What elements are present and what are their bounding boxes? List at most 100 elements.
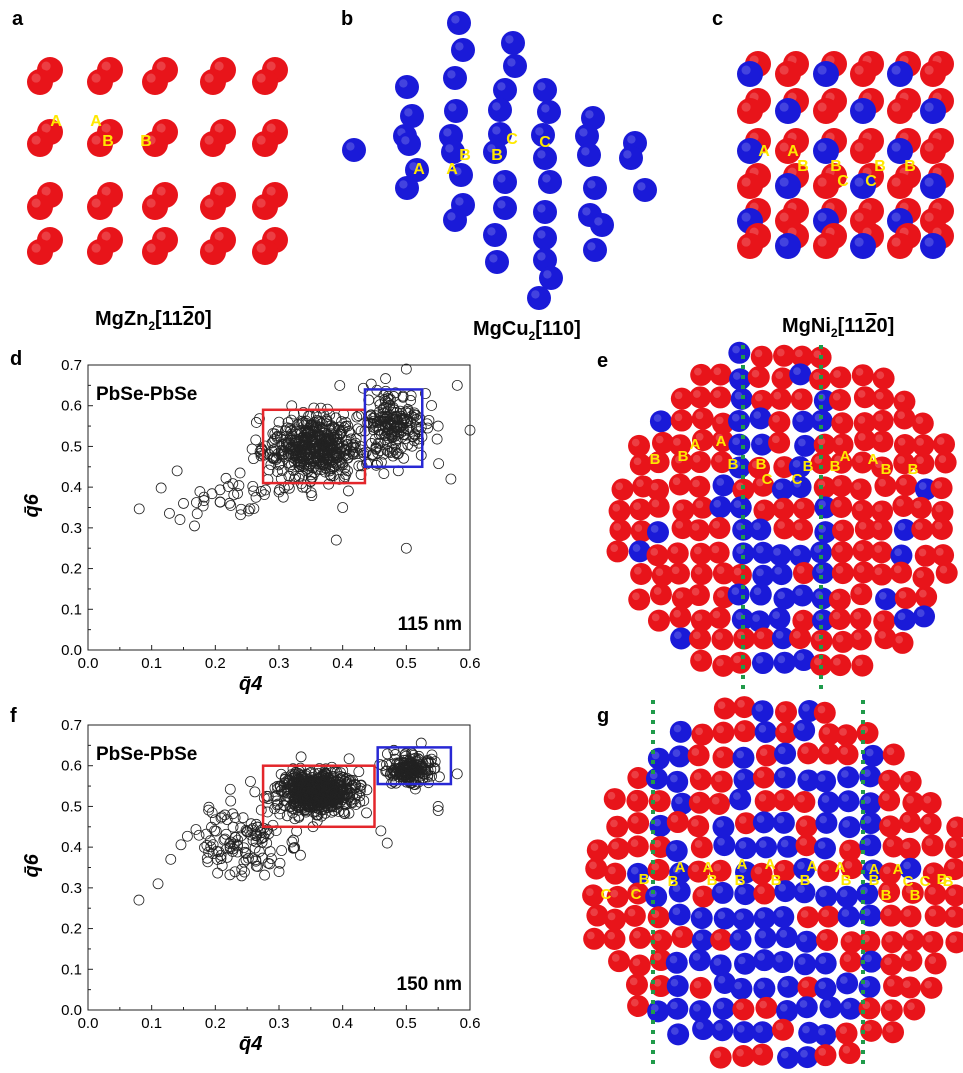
panel-label-g: g — [597, 705, 610, 727]
data-point — [383, 418, 394, 429]
atom-red — [856, 721, 879, 744]
data-point — [209, 814, 221, 826]
data-point — [349, 782, 361, 794]
data-point — [296, 451, 307, 463]
atom-blue — [749, 518, 772, 541]
mgni2-atom — [775, 233, 801, 259]
data-point — [197, 500, 209, 512]
stacking-label-c: C — [762, 471, 773, 488]
data-point — [377, 410, 389, 422]
data-point — [426, 400, 437, 411]
data-point — [425, 757, 437, 768]
mgcu2-atom — [447, 11, 471, 35]
stacking-label-b: B — [943, 873, 954, 890]
data-point — [216, 811, 228, 823]
atom-blue — [751, 700, 774, 723]
data-point — [408, 760, 419, 772]
mgcu2-atom — [533, 200, 557, 224]
atom-red — [586, 904, 609, 927]
data-point — [254, 445, 266, 457]
atom-red — [647, 451, 670, 474]
atom-blue — [712, 997, 735, 1020]
data-point — [249, 842, 261, 854]
data-point — [327, 454, 339, 465]
data-point — [222, 481, 234, 492]
data-point — [385, 394, 397, 406]
atom-red — [792, 562, 815, 585]
data-point — [238, 856, 250, 868]
atom-red — [912, 566, 935, 589]
data-point — [327, 461, 338, 473]
stacking-label-b: B — [881, 461, 892, 478]
atom-red — [828, 588, 851, 611]
data-point — [292, 804, 304, 816]
atom-red — [871, 500, 894, 523]
data-point — [287, 807, 299, 819]
data-point — [340, 420, 352, 432]
atom-blue — [730, 977, 753, 1000]
atom-red — [817, 905, 840, 928]
atom-blue — [732, 908, 755, 931]
atom-red — [870, 563, 893, 586]
data-point — [366, 438, 377, 449]
atom-red — [831, 412, 854, 435]
data-point — [262, 824, 274, 836]
data-point — [274, 780, 286, 792]
data-point — [259, 869, 270, 881]
atom-red — [838, 1042, 861, 1065]
atom-blue — [771, 627, 794, 650]
data-point — [277, 491, 289, 503]
panel-label-e: e — [597, 350, 609, 372]
atom-blue — [772, 906, 795, 929]
atom-blue — [728, 433, 751, 456]
atom-red — [831, 541, 854, 564]
atom-red — [585, 857, 608, 880]
mgni2-atom — [737, 61, 763, 87]
atom-red — [872, 367, 895, 390]
atom-red — [733, 696, 756, 719]
atom-blue — [749, 583, 772, 606]
atom-red — [829, 654, 852, 677]
atom-red — [627, 882, 650, 905]
atom-red — [944, 905, 963, 928]
data-point — [281, 790, 293, 802]
atom-blue — [794, 434, 817, 457]
atom-blue — [666, 770, 689, 793]
red-selection-box — [261, 764, 376, 829]
mgzn2-atom — [252, 69, 278, 95]
mgzn2-label-b: B — [140, 133, 152, 150]
mgcu2-atom — [533, 146, 557, 170]
data-point — [248, 503, 260, 514]
atom-red — [835, 1022, 858, 1045]
mgcu2-atom — [485, 250, 509, 274]
data-point — [396, 407, 407, 419]
data-point — [212, 867, 224, 879]
stacking-label-b: B — [735, 872, 746, 889]
y-tick-label: 0.7 — [61, 717, 82, 734]
x-tick-label: 0.3 — [269, 655, 290, 672]
atom-blue — [711, 1019, 734, 1042]
data-point — [310, 435, 321, 447]
y-tick-label: 0.4 — [61, 479, 82, 496]
stacking-label-c: C — [631, 886, 642, 903]
data-point — [325, 767, 337, 779]
atom-red — [924, 952, 947, 975]
stacking-label-a: A — [835, 859, 846, 876]
mgzn2-atom — [200, 194, 226, 220]
data-point — [291, 772, 303, 784]
caption-mgni2: MgNi2[1120] — [782, 315, 895, 340]
data-point — [296, 789, 307, 801]
atom-red — [688, 791, 711, 814]
data-point — [367, 448, 378, 460]
x-axis-label: q̄4 — [239, 1033, 262, 1055]
data-point — [285, 425, 297, 437]
data-point — [232, 834, 244, 846]
data-point — [269, 782, 281, 794]
atom-red — [895, 474, 918, 497]
atom-red — [707, 793, 730, 816]
data-point — [337, 502, 349, 513]
atom-blue — [796, 1046, 819, 1069]
atom-red — [899, 976, 922, 999]
atom-red — [840, 857, 863, 880]
atom-red — [816, 929, 839, 952]
